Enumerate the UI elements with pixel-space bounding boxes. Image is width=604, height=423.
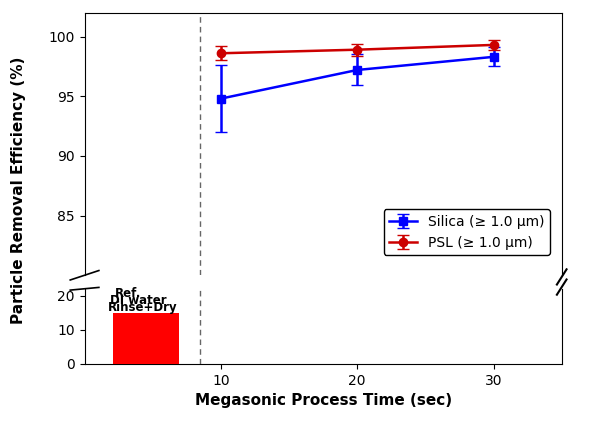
Bar [113, 313, 179, 364]
Text: DI water: DI water [111, 294, 167, 307]
Legend: Silica (≥ 1.0 μm), PSL (≥ 1.0 μm): Silica (≥ 1.0 μm), PSL (≥ 1.0 μm) [384, 209, 550, 255]
Text: Ref.: Ref. [115, 287, 141, 300]
X-axis label: Megasonic Process Time (sec): Megasonic Process Time (sec) [194, 393, 452, 408]
Text: Particle Removal Efficiency (%): Particle Removal Efficiency (%) [11, 57, 25, 324]
Text: Rinse+Dry: Rinse+Dry [108, 301, 178, 314]
